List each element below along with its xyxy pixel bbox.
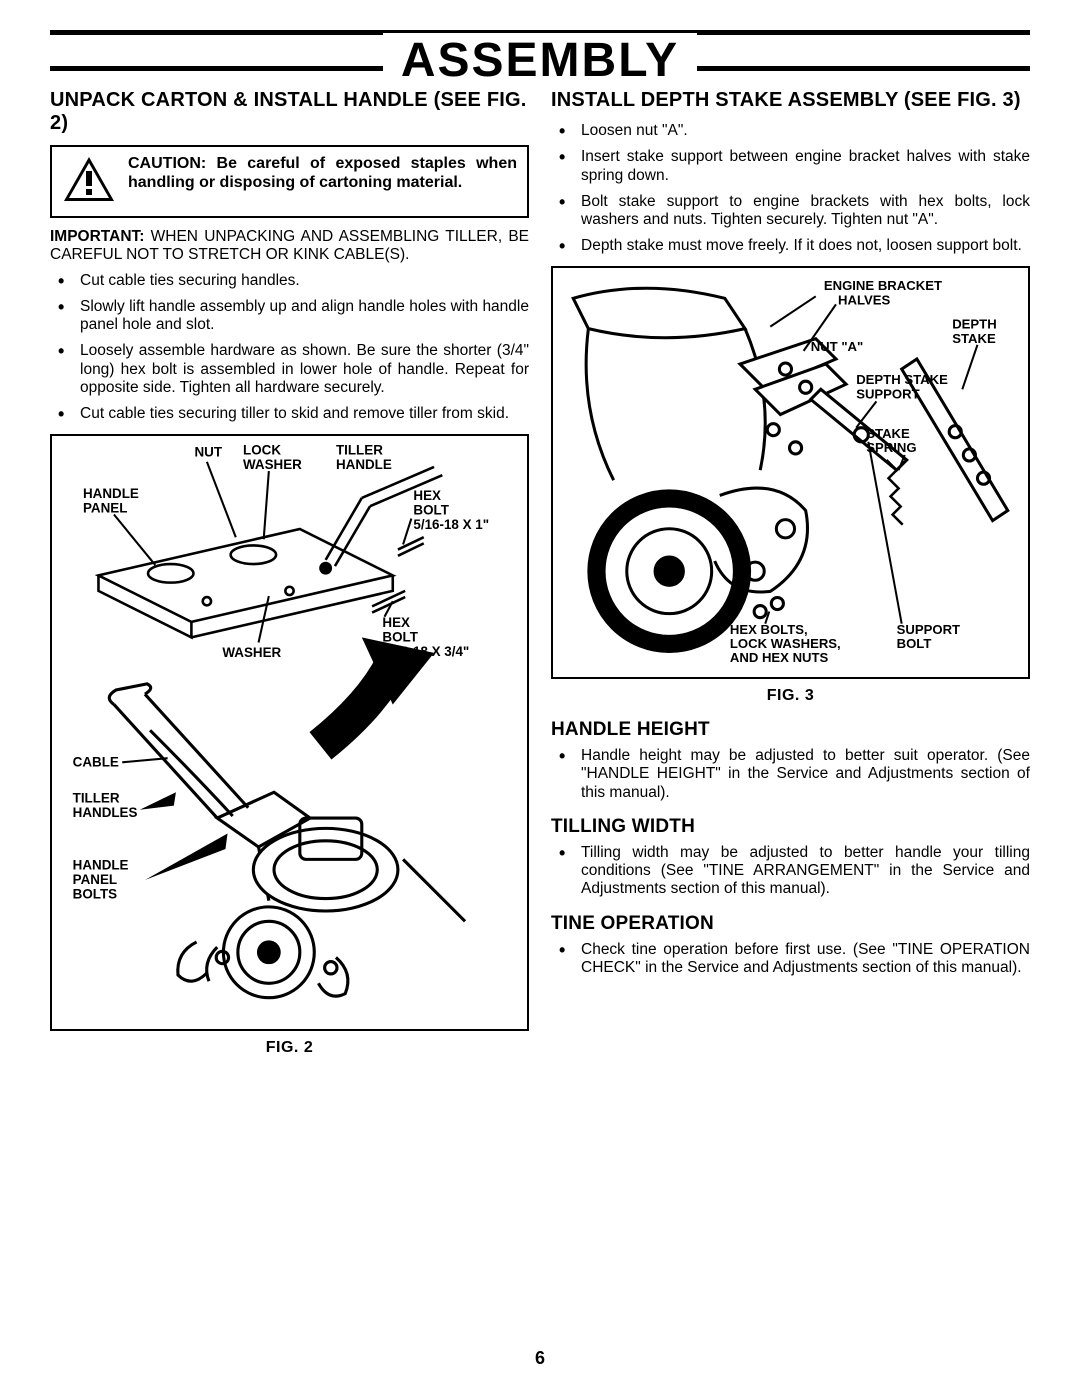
fig3-label-stakespring: STAKESPRING [866, 425, 916, 454]
fig3-caption: FIG. 3 [551, 687, 1030, 705]
fig2-label-washer: WASHER [222, 645, 281, 660]
left-bullet: Loosely assemble hardware as shown. Be s… [50, 342, 529, 397]
fig2-label-tillerhandle: TILLERHANDLE [336, 442, 392, 471]
fig3-label-depthstake: DEPTHSTAKE [952, 316, 996, 345]
caution-text: CAUTION: Be careful of exposed staples w… [128, 155, 517, 193]
fig2-label-handlepanelbolts: HANDLEPANELBOLTS [73, 857, 129, 901]
right-bullet: Loosen nut "A". [551, 122, 1030, 140]
fig3-label-nuta: NUT "A" [811, 339, 864, 354]
two-column-layout: UNPACK CARTON & INSTALL HANDLE (See Fig.… [50, 89, 1030, 1061]
page-number: 6 [0, 1348, 1080, 1369]
fig2-label-nut: NUT [195, 444, 223, 459]
fig2-label-cable: CABLE [73, 754, 119, 769]
left-bullet: Cut cable ties securing handles. [50, 272, 529, 290]
figure-3-box: ENGINE BRACKETHALVES NUT "A" DEPTHSTAKE … [551, 266, 1030, 679]
fig2-label-handlepanel: HANDLEPANEL [83, 486, 139, 515]
section-heading: HANDLE HEIGHT [551, 719, 1030, 741]
title-wrap: ASSEMBLY [50, 35, 1030, 90]
fig2-label-hexbolt1: HEXBOLT5/16-18 X 1" [413, 488, 489, 532]
fig2-label-lockwasher: LOCKWASHER [243, 442, 302, 471]
section-bullets: Handle height may be adjusted to better … [551, 747, 1030, 802]
fig2-label-tillerhandles: TILLERHANDLES [73, 790, 138, 819]
section-bullets: Tilling width may be adjusted to better … [551, 844, 1030, 899]
right-bullet: Bolt stake support to engine brackets wi… [551, 193, 1030, 230]
section-heading: TINE OPERATION [551, 913, 1030, 935]
fig2-caption: FIG. 2 [50, 1039, 529, 1057]
left-bullets: Cut cable ties securing handles. Slowly … [50, 272, 529, 424]
left-column: UNPACK CARTON & INSTALL HANDLE (See Fig.… [50, 89, 529, 1061]
figure-2-svg: NUT LOCKWASHER TILLERHANDLE HANDLEPANEL … [52, 436, 527, 1025]
right-heading: INSTALL DEPTH STAKE ASSEMBLY (See Fig. 3… [551, 89, 1030, 112]
section-bullet: Check tine operation before first use. (… [551, 941, 1030, 978]
left-bullet: Cut cable ties securing tiller to skid a… [50, 405, 529, 423]
section-bullets: Check tine operation before first use. (… [551, 941, 1030, 978]
warning-triangle-icon [62, 155, 116, 208]
figure-3-svg: ENGINE BRACKETHALVES NUT "A" DEPTHSTAKE … [553, 268, 1028, 672]
section-bullet: Handle height may be adjusted to better … [551, 747, 1030, 802]
fig3-label-hexbolts: HEX BOLTS,LOCK WASHERS,AND HEX NUTS [730, 622, 841, 665]
fig3-label-enginebracket: ENGINE BRACKETHALVES [824, 278, 942, 307]
right-column: INSTALL DEPTH STAKE ASSEMBLY (See Fig. 3… [551, 89, 1030, 1061]
right-bullets: Loosen nut "A". Insert stake support bet… [551, 122, 1030, 256]
important-label: IMPORTANT: [50, 228, 144, 245]
important-note: IMPORTANT: WHEN UNPACKING AND ASSEMBLING… [50, 228, 529, 264]
section-bullet: Tilling width may be adjusted to better … [551, 844, 1030, 899]
left-bullet: Slowly lift handle assembly up and align… [50, 298, 529, 335]
right-bullet: Insert stake support between engine brac… [551, 148, 1030, 185]
fig3-label-supportbolt: SUPPORTBOLT [897, 622, 960, 651]
right-bullet: Depth stake must move freely. If it does… [551, 237, 1030, 255]
caution-box: CAUTION: Be careful of exposed staples w… [50, 145, 529, 218]
figure-2-box: NUT LOCKWASHER TILLERHANDLE HANDLEPANEL … [50, 434, 529, 1032]
section-heading: TILLING WIDTH [551, 816, 1030, 838]
left-heading: UNPACK CARTON & INSTALL HANDLE (See Fig.… [50, 89, 529, 135]
page-title: ASSEMBLY [383, 33, 697, 88]
